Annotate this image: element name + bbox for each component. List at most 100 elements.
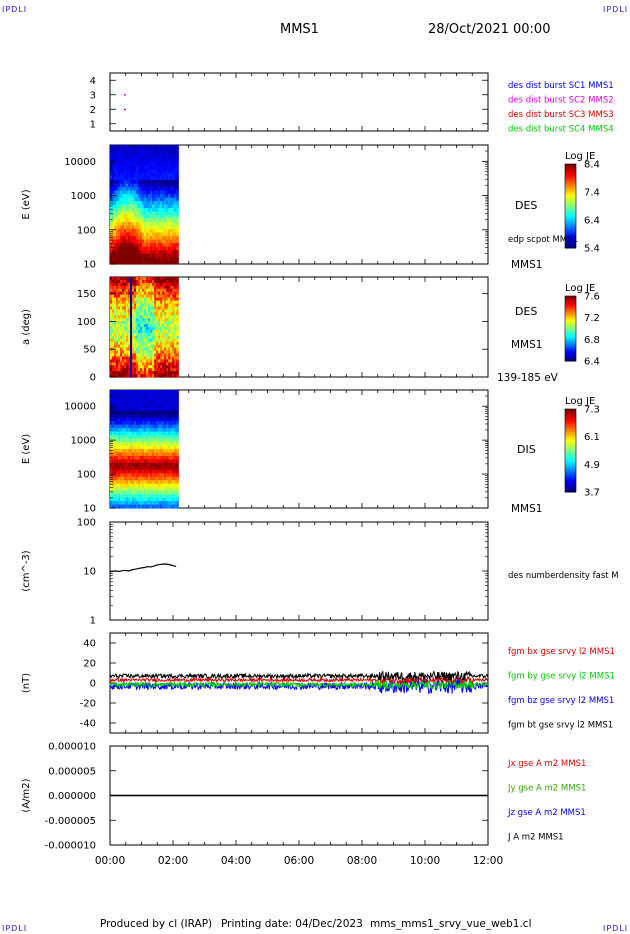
heatmap-cell [122,297,125,302]
heatmap-cell [140,155,143,160]
heatmap-cell [176,282,179,287]
heatmap-cell [156,239,159,244]
heatmap-cell [116,229,119,234]
heatmap-cell [162,362,165,366]
heatmap-cell [124,344,127,349]
heatmap-cell [160,365,163,369]
heatmap-cell [152,279,155,284]
heatmap-cell [152,335,155,340]
heatmap-cell [132,327,135,331]
heatmap-cell [166,282,169,287]
heatmap-cell [144,410,147,415]
heatmap-cell [136,327,139,331]
heatmap-cell [116,253,119,258]
heatmap-cell [120,424,123,429]
heatmap-cell [120,187,123,192]
heatmap-cell [110,483,113,488]
heatmap-cell [122,176,125,181]
heatmap-cell [152,332,155,337]
heatmap-cell [156,431,159,436]
heatmap-cell [156,159,159,164]
heatmap-cell [136,166,139,171]
heatmap-cell [138,487,141,492]
heatmap-cell [130,341,133,346]
heatmap-cell [162,462,165,467]
heatmap-cell [110,288,113,293]
heatmap-cell [136,407,139,412]
heatmap-cell [118,393,121,398]
heatmap-cell [132,300,135,305]
heatmap-cell [174,353,177,358]
heatmap-cell [116,504,119,509]
heatmap-cell [112,148,115,153]
heatmap-cell [168,410,171,415]
heatmap-cell [168,452,171,457]
heatmap-cell [118,194,121,199]
panel-3-colorbar-cell [565,477,576,481]
heatmap-cell [150,152,153,157]
heatmap-cell [120,162,123,167]
heatmap-cell [122,421,125,426]
heatmap-cell [162,260,165,265]
heatmap-cell [154,197,157,202]
heatmap-cell [164,315,167,319]
heatmap-cell [142,187,145,192]
heatmap-cell [170,159,173,164]
heatmap-cell [124,497,127,502]
heatmap-cell [144,183,147,188]
heatmap-cell [140,166,143,171]
heatmap-cell [166,400,169,405]
heatmap-cell [142,414,145,419]
heatmap-cell [130,222,133,227]
heatmap-cell [168,155,171,160]
heatmap-cell [118,282,121,287]
heatmap-cell [142,462,145,467]
heatmap-cell [148,232,151,237]
heatmap-cell [172,315,175,319]
heatmap-cell [130,166,133,171]
heatmap-cell [150,487,153,492]
heatmap-cell [152,321,155,325]
heatmap-cell [152,201,155,206]
heatmap-cell [166,338,169,343]
panel-1-colorbar-cell [565,203,576,207]
heatmap-cell [172,253,175,258]
heatmap-cell [140,201,143,206]
heatmap-cell [144,229,147,234]
heatmap-cell [138,236,141,241]
heatmap-cell [150,449,153,454]
heatmap-cell [116,483,119,488]
panel-1-colorbar-cell [565,241,576,245]
heatmap-cell [172,294,175,299]
heatmap-cell [122,476,125,481]
heatmap-cell [172,455,175,461]
heatmap-cell [176,303,179,308]
heatmap-cell [114,246,117,251]
heatmap-cell [110,297,113,302]
heatmap-cell [170,414,173,419]
heatmap-cell [154,431,157,436]
heatmap-cell [128,232,131,237]
heatmap-cell [126,250,129,255]
heatmap-cell [166,442,169,447]
heatmap-cell [166,424,169,429]
heatmap-cell [162,225,165,230]
heatmap-cell [130,473,133,478]
heatmap-cell [118,180,121,185]
heatmap-cell [158,421,161,426]
heatmap-cell [124,442,127,447]
heatmap-cell [134,469,137,474]
heatmap-cell [136,462,139,467]
heatmap-cell [154,327,157,331]
heatmap-cell [160,239,163,244]
heatmap-cell [124,243,127,248]
heatmap-cell [110,303,113,308]
heatmap-cell [160,318,163,322]
heatmap-cell [176,277,179,281]
panel-3-colorbar-cell [565,458,576,462]
heatmap-cell [126,431,129,436]
corner-label-top-left: IPDLI [2,5,28,14]
heatmap-cell [156,393,159,398]
heatmap-cell [116,497,119,502]
heatmap-cell [124,232,127,237]
